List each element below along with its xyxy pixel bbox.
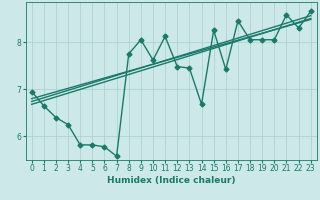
X-axis label: Humidex (Indice chaleur): Humidex (Indice chaleur) bbox=[107, 176, 236, 185]
